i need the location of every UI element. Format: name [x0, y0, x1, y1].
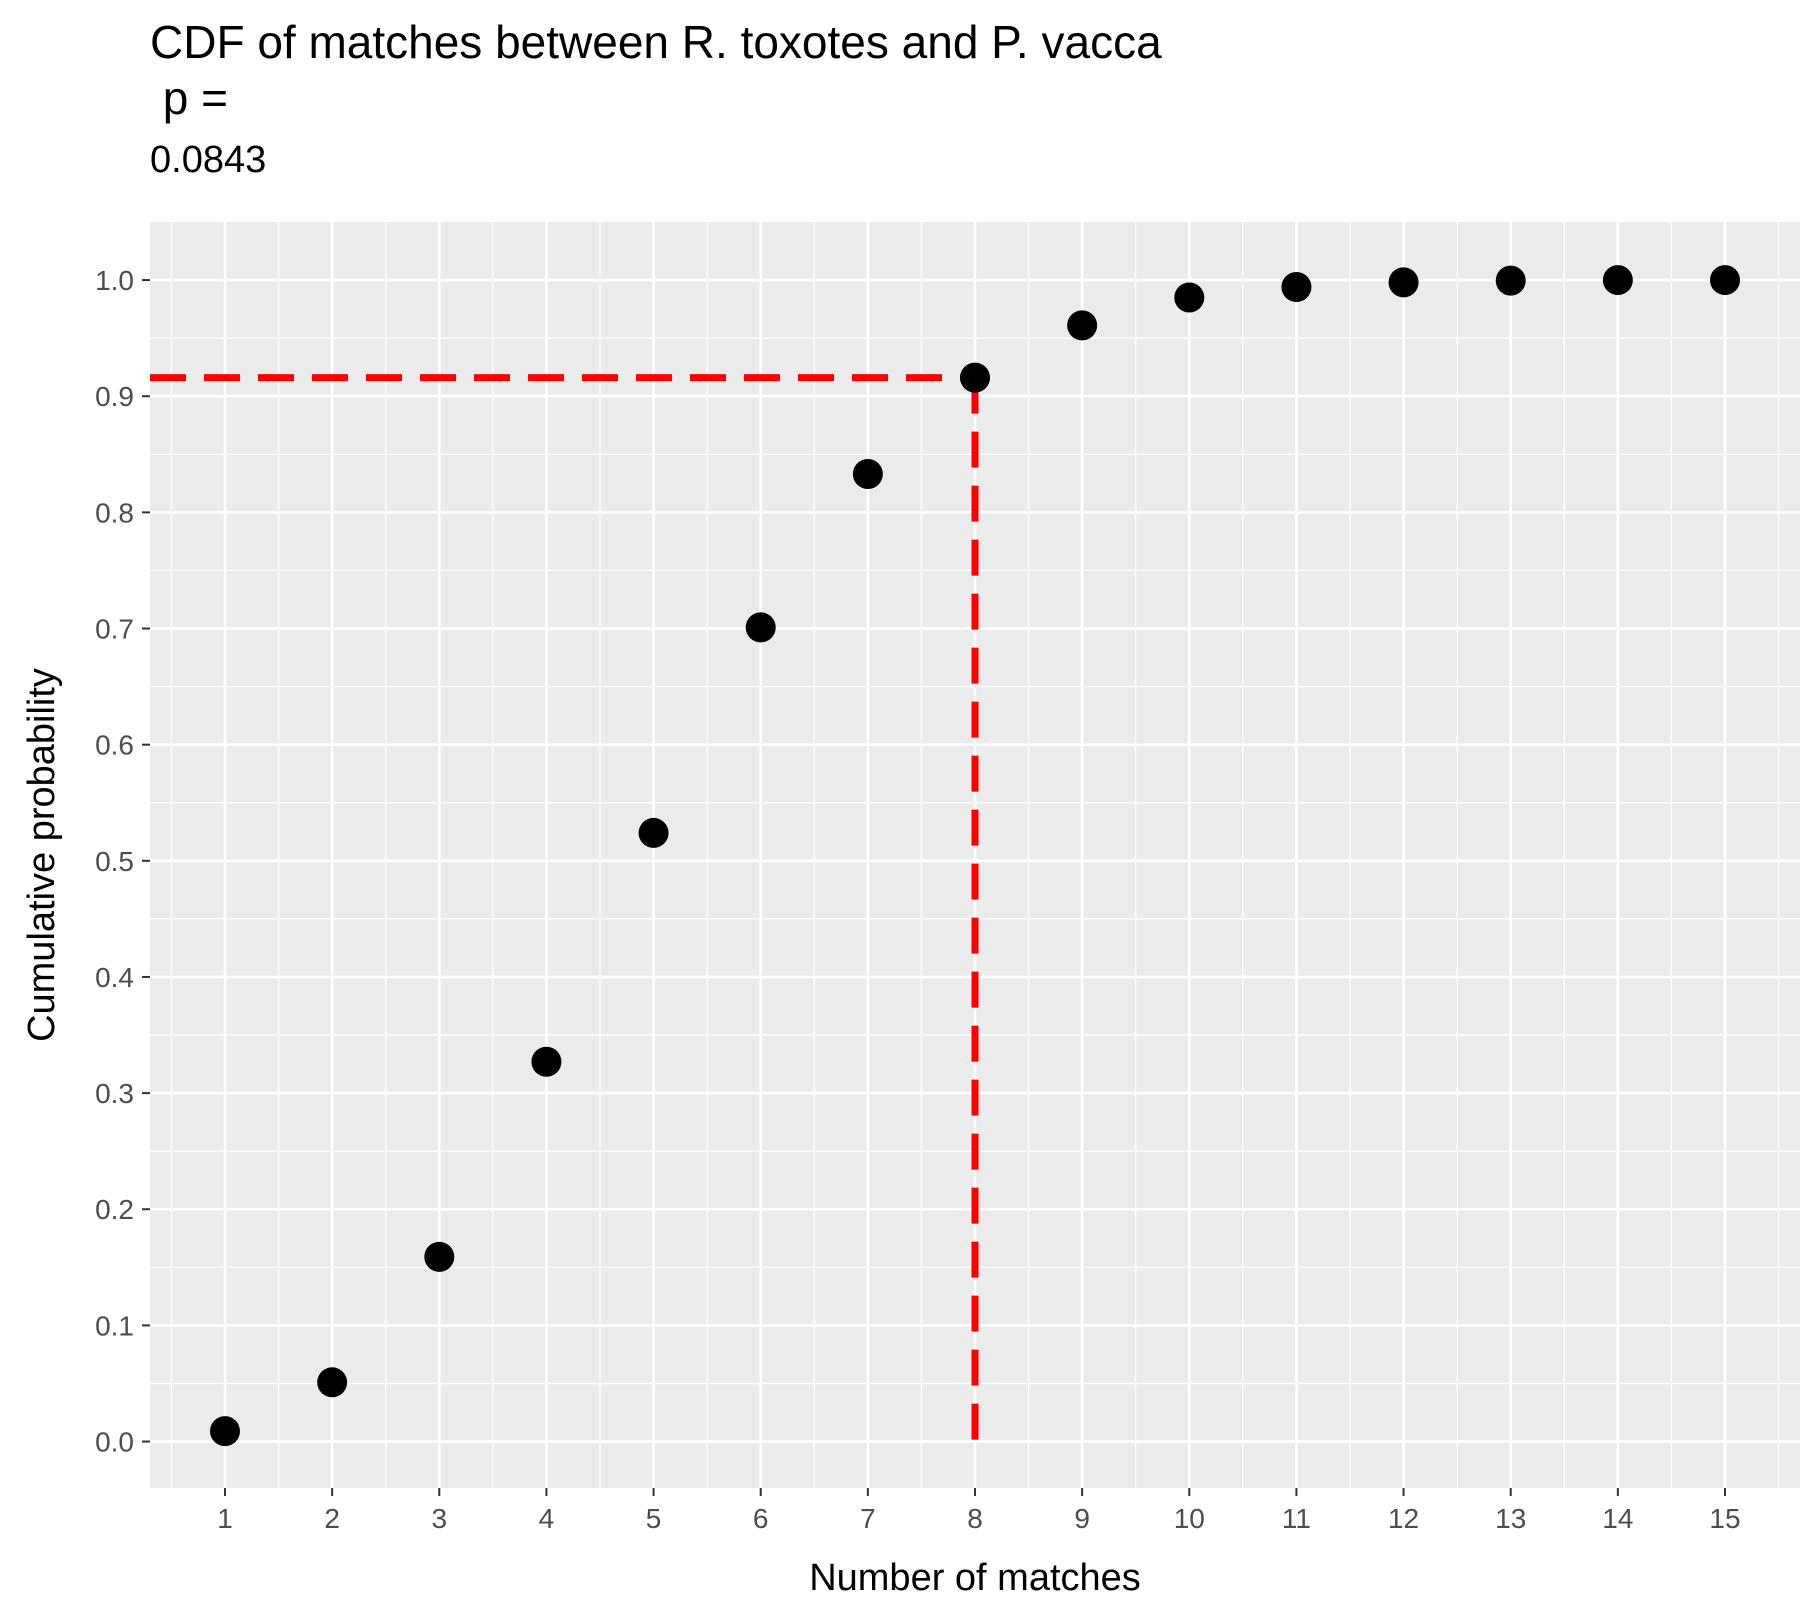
x-tick-label: 1: [217, 1503, 233, 1534]
y-tick-label: 0.3: [95, 1078, 134, 1109]
data-point: [531, 1046, 562, 1077]
y-axis-title: Cumulative probability: [21, 668, 63, 1042]
data-point: [745, 612, 776, 643]
x-tick-label: 13: [1495, 1503, 1526, 1534]
x-tick-label: 8: [967, 1503, 983, 1534]
x-tick-label: 2: [324, 1503, 340, 1534]
y-tick-label: 0.2: [95, 1194, 134, 1225]
x-tick-label: 5: [646, 1503, 662, 1534]
x-tick-label: 11: [1282, 1503, 1311, 1534]
data-point: [1388, 267, 1419, 298]
x-tick-label: 7: [860, 1503, 876, 1534]
x-tick-label: 12: [1388, 1503, 1419, 1534]
minor-gridlines: [150, 222, 1800, 1488]
x-axis-title: Number of matches: [809, 1557, 1141, 1599]
y-tick-label: 0.6: [95, 730, 134, 761]
chart-subtitle: 0.0843: [150, 139, 267, 181]
x-tick-label: 4: [539, 1503, 555, 1534]
y-tick-label: 0.7: [95, 614, 134, 645]
x-tick-label: 6: [753, 1503, 769, 1534]
data-point: [424, 1241, 455, 1272]
title-block: CDF of matches between R. toxotes and P.…: [150, 14, 1162, 182]
chart-title-line2: p =: [150, 72, 241, 124]
data-point: [317, 1367, 348, 1398]
x-tick-label: 15: [1709, 1503, 1740, 1534]
y-tick-label: 0.9: [95, 381, 134, 412]
data-point: [852, 459, 883, 490]
data-point: [1495, 265, 1526, 296]
data-point: [1710, 265, 1740, 296]
y-tick-label: 0.5: [95, 846, 134, 877]
chart-title: CDF of matches between R. toxotes and P.…: [150, 16, 1162, 68]
data-point: [1174, 282, 1205, 313]
x-tick-label: 10: [1174, 1503, 1205, 1534]
x-axis: 1 2 3 4 5 6 7 8 9 10 11 12 13 14 15: [217, 1488, 1741, 1534]
data-point: [1067, 310, 1098, 341]
y-tick-label: 0.4: [95, 962, 134, 993]
data-point: [638, 817, 669, 848]
data-points: [210, 265, 1740, 1447]
y-axis: 0.0 0.1 0.2 0.3 0.4 0.5 0.6 0.7 0.8 0.9 1.0: [95, 265, 150, 1458]
data-point: [1281, 272, 1312, 303]
x-tick-label: 9: [1074, 1503, 1090, 1534]
reference-lines: [150, 374, 979, 1442]
y-tick-label: 1.0: [95, 265, 134, 296]
data-point: [1602, 265, 1633, 296]
x-tick-label: 14: [1602, 1503, 1633, 1534]
data-point: [960, 362, 990, 393]
y-tick-label: 0.0: [95, 1427, 134, 1458]
x-tick-label: 3: [431, 1503, 447, 1534]
data-point: [210, 1416, 240, 1447]
y-tick-label: 0.8: [95, 497, 134, 528]
y-tick-label: 0.1: [95, 1310, 134, 1341]
